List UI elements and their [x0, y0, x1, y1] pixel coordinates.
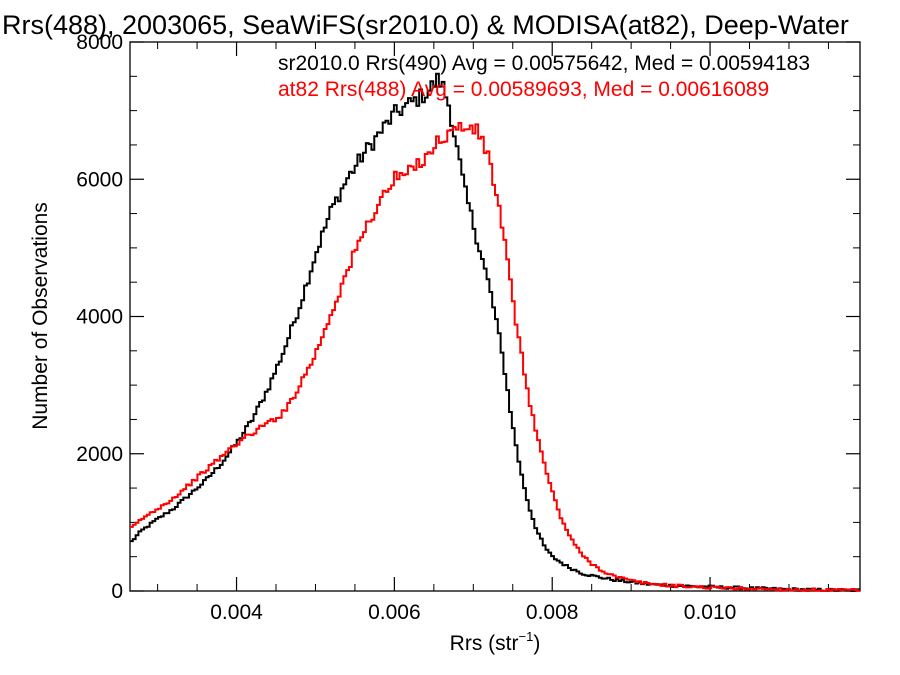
y-tick-label: 0 [111, 580, 123, 603]
x-tick-label: 0.008 [526, 601, 579, 624]
x-axis-label-close: ) [533, 632, 540, 655]
legend-entry-at82: at82 Rrs(488) Avg = 0.00589693, Med = 0.… [278, 78, 769, 101]
series-line-sr2010-0 [130, 72, 860, 592]
chart-title: Rrs(488), 2003065, SeaWiFS(sr2010.0) & M… [2, 10, 849, 40]
x-axis-label-exponent: −1 [519, 629, 534, 644]
series-lines [130, 72, 860, 592]
x-tick-label: 0.010 [684, 601, 737, 624]
y-tick-label: 4000 [76, 306, 123, 329]
x-tick-label: 0.004 [210, 601, 263, 624]
y-axis-label: Number of Observations [29, 202, 52, 430]
series-line-at82 [130, 121, 860, 592]
y-tick-label: 6000 [76, 168, 123, 191]
axis-ticks: 0.004 0.006 0.008 0.010 0 2000 4000 6000 8000 [76, 31, 860, 624]
y-tick-label: 8000 [76, 31, 123, 54]
legend-entry-sr2010: sr2010.0 Rrs(490) Avg = 0.00575642, Med … [278, 52, 810, 75]
x-axis-label-main: Rrs (str [450, 632, 519, 655]
x-axis-label: Rrs (str−1) [450, 629, 541, 655]
y-tick-label: 2000 [76, 443, 123, 466]
x-tick-label: 0.006 [368, 601, 421, 624]
